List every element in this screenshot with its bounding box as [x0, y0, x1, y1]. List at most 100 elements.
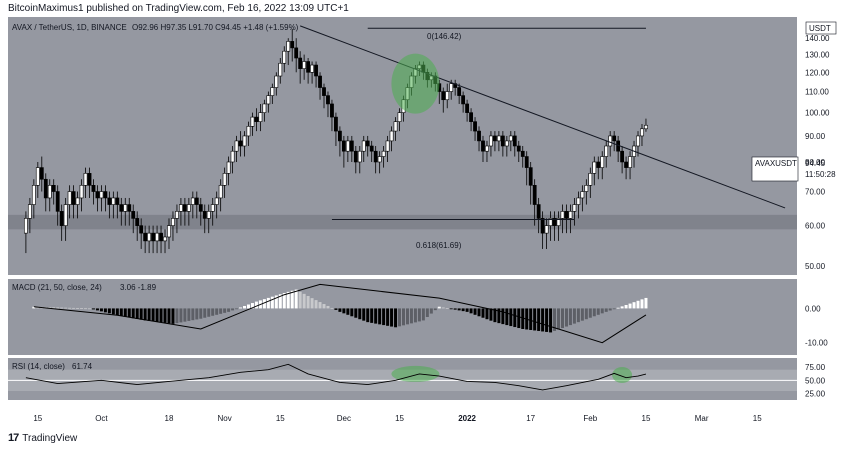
candle-body — [107, 197, 112, 205]
macd-histogram-bar — [541, 308, 545, 332]
macd-histogram-bar — [632, 302, 636, 309]
macd-histogram-bar — [175, 308, 179, 324]
macd-histogram-bar — [179, 308, 183, 323]
macd-histogram-bar — [119, 308, 123, 317]
macd-histogram-bar — [549, 308, 553, 333]
candle-body — [445, 91, 450, 101]
candle-body — [55, 191, 60, 212]
price-tick-label: 60.00 — [805, 222, 826, 231]
candle-body — [389, 130, 394, 142]
macd-histogram-bar — [378, 308, 382, 325]
candle-body — [596, 161, 601, 168]
candle-body — [115, 197, 120, 205]
macd-histogram-bar — [127, 308, 131, 318]
macd-histogram-bar — [294, 289, 298, 309]
macd-histogram-bar — [219, 308, 223, 314]
candle-body — [262, 103, 267, 113]
candle-body — [473, 121, 477, 132]
time-tick-label: 15 — [276, 414, 285, 423]
footer-brand: TradingView — [22, 432, 78, 444]
price-axis[interactable]: 50.00 60.00 70.00 80.00 90.00 100.00 110.00 120… — [805, 34, 830, 398]
macd-group — [32, 283, 648, 344]
price-panel-bg — [8, 17, 797, 275]
time-tick-label: 15 — [395, 414, 404, 423]
candle-body — [83, 173, 88, 186]
macd-histogram-bar — [338, 308, 342, 312]
candle-body — [385, 140, 390, 152]
macd-histogram-bar — [52, 307, 56, 309]
candle-body — [600, 156, 605, 168]
support-zone — [8, 214, 797, 230]
price-tag-price: 94.45 — [805, 159, 826, 168]
footer: 17 TradingView — [8, 432, 77, 444]
candle-body — [91, 185, 96, 192]
macd-histogram-bar — [143, 308, 147, 321]
macd-histogram-bar — [87, 308, 91, 310]
macd-histogram-bar — [413, 308, 417, 323]
candle-body — [532, 185, 537, 205]
candle-body — [234, 140, 239, 152]
macd-histogram-bar — [358, 308, 362, 320]
macd-histogram-bar — [533, 308, 537, 331]
macd-histogram-bar — [123, 308, 127, 317]
macd-histogram-bar — [215, 308, 219, 315]
macd-histogram-bar — [203, 308, 207, 318]
candle-body — [365, 140, 370, 147]
price-tag-symbol: AVAXUSDT — [755, 159, 797, 168]
macd-histogram-bar — [453, 308, 457, 310]
macd-histogram-bar — [628, 303, 632, 309]
candle-body — [79, 185, 84, 199]
fib-mid-label: 0.618(61.69) — [416, 241, 462, 250]
candle-body — [167, 225, 171, 238]
macd-histogram-bar — [465, 308, 469, 312]
macd-histogram-bar — [310, 298, 314, 309]
macd-histogram-bar — [636, 300, 640, 309]
candle-body — [270, 87, 275, 96]
macd-histogram-bar — [398, 308, 402, 327]
macd-histogram-bar — [402, 308, 405, 326]
rsi-group — [25, 363, 647, 391]
candle-body — [564, 211, 569, 219]
macd-histogram-bar — [489, 308, 493, 321]
candle-body — [357, 150, 362, 163]
candle-body — [612, 135, 617, 142]
macd-histogram-bar — [243, 305, 247, 309]
candle-body — [254, 116, 259, 122]
candle-body — [381, 150, 386, 157]
highlight-circle — [391, 53, 440, 114]
candle-body — [111, 197, 116, 205]
candle-body — [580, 191, 585, 199]
macd-histogram-bar — [485, 308, 489, 320]
candle-body — [493, 135, 497, 142]
overlays-group — [299, 25, 786, 220]
candle-body — [624, 161, 628, 168]
macd-histogram-bar — [250, 303, 254, 309]
macd-signal-line — [33, 283, 647, 344]
macd-histogram-bar — [592, 308, 596, 317]
candle-body — [568, 211, 573, 219]
macd-histogram-bar — [302, 293, 306, 309]
time-axis[interactable]: 15 Oct 18 Nov 15 Dec 15 2022 17 Feb 15 Mar 15 — [33, 414, 762, 423]
macd-histogram-bar — [509, 308, 513, 327]
macd-histogram-bar — [405, 308, 409, 325]
chart-area[interactable]: 50.00 60.00 70.00 80.00 90.00 100.00 110.00 120… — [0, 16, 850, 446]
macd-histogram-bar — [163, 308, 167, 323]
candle-body — [345, 140, 350, 152]
macd-histogram-bar — [298, 291, 302, 309]
macd-histogram-bar — [449, 308, 453, 310]
candle-body — [206, 211, 211, 219]
macd-histogram-bar — [545, 308, 549, 332]
candle-body — [222, 173, 227, 186]
tradingview-logo-icon: 17 — [8, 432, 19, 444]
macd-histogram-bar — [350, 308, 354, 317]
rsi-highlight-feb — [612, 367, 633, 383]
macd-histogram-bar — [425, 308, 429, 317]
macd-histogram-bar — [274, 295, 278, 309]
macd-histogram-bar — [477, 308, 481, 317]
time-tick-label: Oct — [95, 414, 108, 423]
symbol-legend: AVAX / TetherUS, 1D, BINANCE — [12, 23, 127, 32]
macd-histogram-bar — [346, 308, 350, 315]
macd-histogram-bar — [183, 308, 187, 322]
candle-body — [314, 64, 318, 77]
candle-body — [95, 191, 100, 199]
